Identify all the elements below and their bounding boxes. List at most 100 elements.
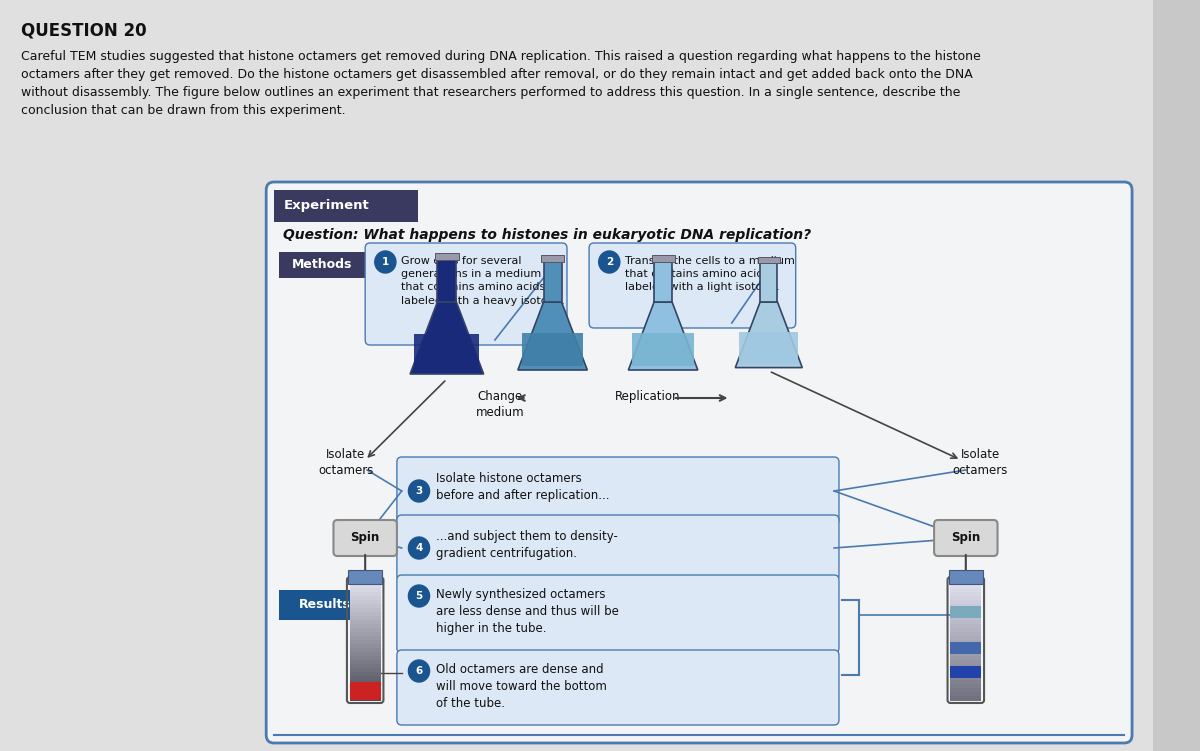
Polygon shape: [654, 260, 672, 302]
Text: Isolate histone octamers
before and after replication...: Isolate histone octamers before and afte…: [437, 472, 610, 502]
Bar: [350, 696, 380, 701]
FancyBboxPatch shape: [397, 575, 839, 653]
Bar: [950, 608, 982, 613]
Bar: [950, 632, 982, 637]
Bar: [950, 616, 982, 621]
Bar: [950, 696, 982, 701]
Bar: [950, 624, 982, 629]
Text: Experiment: Experiment: [283, 200, 370, 213]
Circle shape: [408, 585, 430, 607]
Bar: [350, 620, 380, 625]
Circle shape: [408, 660, 430, 682]
Text: 1: 1: [382, 257, 389, 267]
Bar: [274, 190, 418, 222]
Bar: [950, 660, 982, 665]
Polygon shape: [736, 302, 803, 367]
Text: Results: Results: [299, 599, 350, 611]
Text: Careful TEM studies suggested that histone octamers get removed during DNA repli: Careful TEM studies suggested that histo…: [22, 50, 980, 63]
Bar: [350, 592, 380, 597]
Polygon shape: [437, 257, 456, 302]
Text: Grow cells for several
generations in a medium
that contains amino acids
labeled: Grow cells for several generations in a …: [401, 256, 565, 306]
Bar: [350, 660, 380, 665]
Bar: [350, 648, 380, 653]
Polygon shape: [632, 333, 694, 366]
FancyBboxPatch shape: [589, 243, 796, 328]
Bar: [950, 606, 982, 618]
Bar: [652, 255, 674, 262]
Bar: [278, 252, 365, 278]
Text: 6: 6: [415, 666, 422, 676]
Text: QUESTION 20: QUESTION 20: [22, 22, 146, 40]
Circle shape: [408, 537, 430, 559]
Text: Change
medium: Change medium: [475, 390, 524, 419]
Bar: [950, 676, 982, 681]
Bar: [950, 666, 982, 678]
Circle shape: [408, 480, 430, 502]
FancyBboxPatch shape: [266, 182, 1132, 743]
Bar: [278, 590, 370, 620]
Bar: [350, 680, 380, 685]
Bar: [950, 656, 982, 661]
Bar: [950, 652, 982, 657]
Text: Transfer the cells to a medium
that contains amino acids
labeled with a light is: Transfer the cells to a medium that cont…: [625, 256, 794, 292]
Bar: [950, 620, 982, 625]
Bar: [434, 252, 458, 260]
Text: 2: 2: [606, 257, 613, 267]
Text: Old octamers are dense and
will move toward the bottom
of the tube.: Old octamers are dense and will move tow…: [437, 663, 607, 710]
Polygon shape: [522, 333, 583, 366]
Bar: [950, 628, 982, 633]
Bar: [950, 680, 982, 685]
Bar: [950, 684, 982, 689]
Bar: [950, 580, 982, 585]
Bar: [350, 640, 380, 645]
Text: ...and subject them to density-
gradient centrifugation.: ...and subject them to density- gradient…: [437, 530, 618, 560]
Polygon shape: [518, 302, 587, 370]
Bar: [350, 624, 380, 629]
Text: Newly synthesized octamers
are less dense and thus will be
higher in the tube.: Newly synthesized octamers are less dens…: [437, 588, 619, 635]
FancyBboxPatch shape: [365, 243, 566, 345]
Bar: [350, 628, 380, 633]
Bar: [950, 672, 982, 677]
Bar: [950, 592, 982, 597]
Bar: [350, 636, 380, 641]
Bar: [757, 257, 780, 264]
Circle shape: [374, 251, 396, 273]
Text: conclusion that can be drawn from this experiment.: conclusion that can be drawn from this e…: [22, 104, 346, 117]
Bar: [950, 600, 982, 605]
Bar: [541, 255, 564, 262]
Bar: [350, 692, 380, 697]
Text: without disassembly. The figure below outlines an experiment that researchers pe: without disassembly. The figure below ou…: [22, 86, 960, 99]
Bar: [350, 676, 380, 681]
Polygon shape: [410, 302, 484, 374]
Bar: [950, 636, 982, 641]
Bar: [950, 642, 982, 654]
Polygon shape: [739, 331, 798, 363]
Bar: [350, 604, 380, 609]
Text: Isolate
octamers: Isolate octamers: [953, 448, 1008, 477]
Bar: [950, 644, 982, 649]
Polygon shape: [544, 260, 562, 302]
Polygon shape: [629, 302, 698, 370]
FancyBboxPatch shape: [934, 520, 997, 556]
FancyBboxPatch shape: [334, 520, 397, 556]
Text: Replication: Replication: [616, 390, 680, 403]
Bar: [350, 580, 380, 585]
Text: Spin: Spin: [350, 532, 380, 544]
Text: Question: What happens to histones in eukaryotic DNA replication?: Question: What happens to histones in eu…: [283, 228, 811, 242]
Polygon shape: [414, 334, 479, 369]
Bar: [350, 632, 380, 637]
Bar: [350, 652, 380, 657]
Bar: [950, 584, 982, 589]
FancyBboxPatch shape: [397, 650, 839, 725]
Bar: [350, 608, 380, 613]
Text: Spin: Spin: [952, 532, 980, 544]
Bar: [350, 682, 380, 700]
Bar: [350, 600, 380, 605]
Bar: [350, 584, 380, 589]
Bar: [350, 684, 380, 689]
Bar: [350, 588, 380, 593]
Bar: [350, 668, 380, 673]
Bar: [348, 570, 383, 584]
Bar: [950, 648, 982, 653]
Text: octamers after they get removed. Do the histone octamers get disassembled after : octamers after they get removed. Do the …: [22, 68, 973, 81]
